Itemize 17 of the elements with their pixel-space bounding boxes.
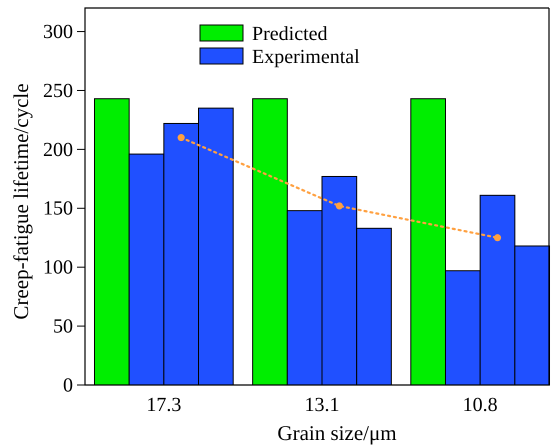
- x-tick-label: 10.8: [462, 394, 498, 416]
- y-tick-label: 300: [43, 20, 73, 43]
- legend-label: Predicted: [252, 23, 328, 45]
- x-tick-label: 13.1: [304, 394, 340, 416]
- y-tick-label: 50: [53, 315, 73, 338]
- x-tick-label: 17.3: [146, 394, 182, 416]
- point: [178, 134, 185, 142]
- legend-label: Experimental: [252, 46, 360, 68]
- point: [494, 234, 502, 242]
- y-tick-label: 100: [43, 256, 73, 279]
- y-tick-label: 250: [43, 80, 73, 102]
- y-axis-title: Creep-fatigue lifetime/cycle: [9, 83, 33, 320]
- y-tick-label: 200: [43, 138, 73, 161]
- point: [336, 202, 343, 210]
- x-axis-title: Grain size/μm: [277, 421, 397, 445]
- y-tick-label: 150: [43, 198, 73, 220]
- y-tick-label: 0: [63, 374, 73, 396]
